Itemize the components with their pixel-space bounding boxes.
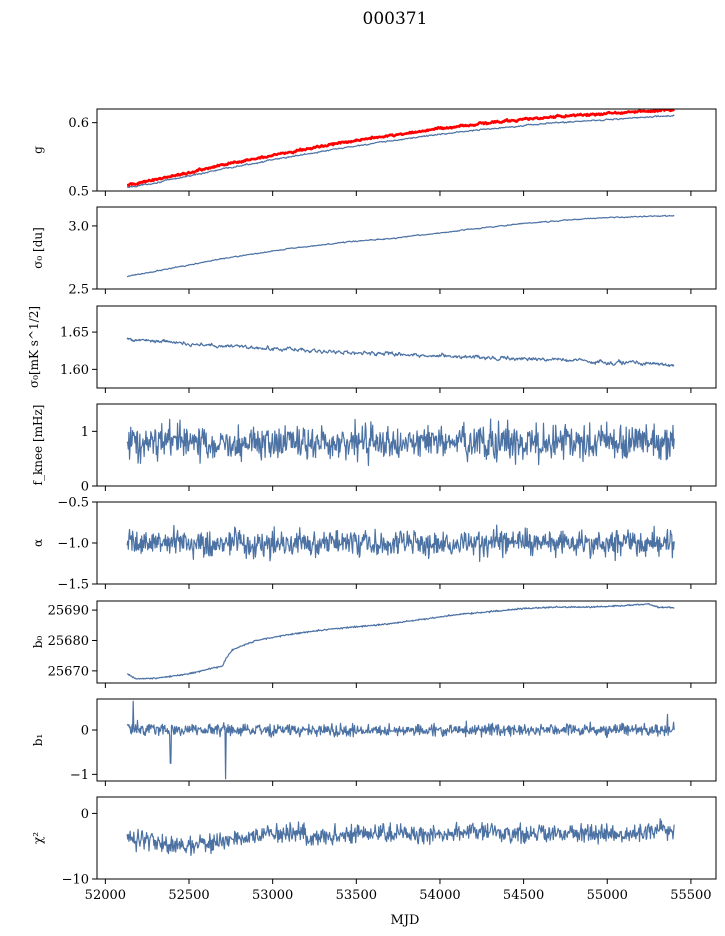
y-tick-label: 1 (81, 425, 89, 440)
x-tick-label: 52500 (168, 888, 209, 903)
y-tick-label: 1.60 (60, 363, 89, 378)
y-tick-label: 25690 (48, 604, 89, 619)
y-axis-label: σ₀[mK s^1/2] (27, 306, 41, 388)
y-tick-label: −1.5 (57, 578, 89, 593)
y-tick-label: 0 (81, 807, 89, 822)
x-tick-label: 53500 (336, 888, 377, 903)
axes-frame (96, 698, 717, 782)
y-axis-label: α (31, 539, 45, 547)
series-line-b0 (126, 602, 675, 680)
x-tick-label: 53000 (252, 888, 293, 903)
axes-frame (96, 206, 717, 290)
y-tick-label: 1.65 (60, 326, 89, 341)
series-line-b1 (126, 700, 675, 780)
series-line-sigma0-du (127, 214, 675, 278)
x-tick-label: 52000 (85, 888, 126, 903)
y-tick-label: 0 (81, 724, 89, 739)
x-tick-label: 54000 (419, 888, 460, 903)
axes-frame (96, 796, 717, 880)
series-line-g (126, 114, 675, 189)
subplot-chi2: −10 0 χ² 52000 52500 53000 53500 54000 54500 5500… (31, 796, 717, 903)
y-axis-label: g (31, 146, 45, 154)
subplot-fknee: 0 1 f_knee [mHz] (31, 403, 717, 495)
series-line-chi2 (126, 818, 675, 857)
x-tick-label: 54500 (503, 888, 544, 903)
axes-frame (96, 305, 717, 389)
y-axis-label: f_knee [mHz] (31, 405, 45, 486)
subplot-sigma0-du: 2.5 3.0 σ₀ [du] (31, 206, 717, 298)
figure-title: 000371 (363, 9, 428, 29)
y-tick-label: −1.0 (57, 537, 89, 552)
series-line-fknee (126, 418, 675, 467)
y-tick-label: 3.0 (68, 219, 89, 234)
subplot-panels: 0.5 0.6 g 2.5 3.0 σ₀ [du] 1.60 1.65 σ₀[mK s^1/2]… (27, 108, 717, 903)
axes-frame (96, 600, 717, 684)
y-axis-label: χ² (31, 832, 45, 844)
x-tick-label: 55000 (587, 888, 628, 903)
axes-frame (96, 403, 717, 487)
subplot-b1: −1 0 b₁ (31, 698, 717, 786)
y-tick-label: 0.6 (68, 116, 89, 131)
y-tick-label: 25680 (48, 634, 89, 649)
y-tick-label: 0 (81, 480, 89, 495)
subplot-g: 0.5 0.6 g (31, 108, 717, 200)
axes-frame (96, 108, 717, 192)
y-tick-label: −10 (62, 873, 89, 888)
y-tick-label: 25670 (48, 664, 89, 679)
y-tick-label: 0.5 (68, 185, 89, 200)
y-axis-label: b₀ (31, 636, 45, 649)
x-tick-label: 55500 (670, 888, 711, 903)
subplot-alpha: −1.5 −1.0 −0.5 α (31, 496, 717, 593)
series-line-alpha (126, 524, 675, 562)
y-axis-label: σ₀ [du] (31, 227, 45, 269)
y-axis-label: b₁ (31, 734, 45, 747)
series-line-sigma0-mks (126, 337, 675, 368)
subplot-b0: 25670 25680 25690 b₀ (31, 600, 717, 688)
y-tick-label: −0.5 (57, 496, 89, 511)
x-axis-label: MJD (391, 913, 420, 928)
series-line-g-overlay (126, 109, 675, 187)
subplot-sigma0-mks: 1.60 1.65 σ₀[mK s^1/2] (27, 305, 717, 393)
y-tick-label: −1 (70, 768, 89, 783)
y-tick-label: 2.5 (68, 283, 89, 298)
